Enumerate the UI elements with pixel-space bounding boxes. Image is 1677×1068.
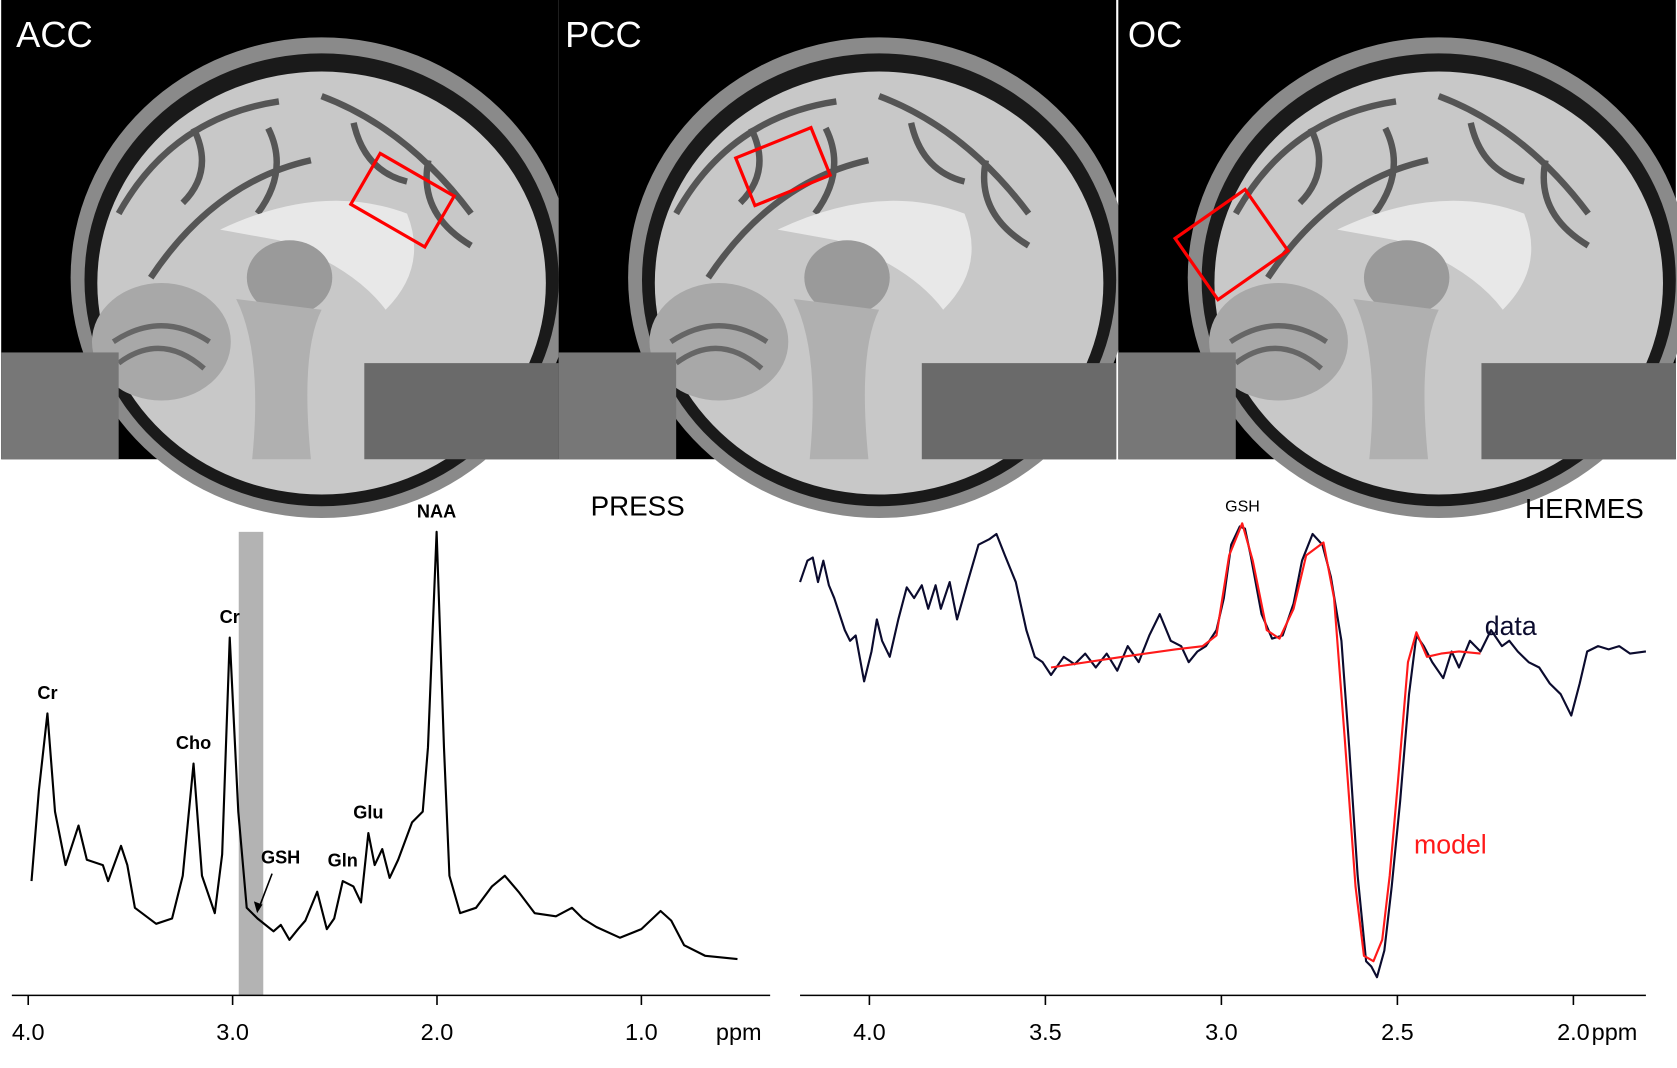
series-label: data (1485, 611, 1537, 641)
peak-label: Cr (220, 607, 240, 627)
x-tick-label: 2.0 (1557, 1019, 1590, 1045)
x-tick-label: 3.5 (1029, 1019, 1062, 1045)
x-tick-label: 4.0 (853, 1019, 886, 1045)
panel-label: OC (1128, 14, 1182, 55)
chart-title: HERMES (1525, 493, 1644, 524)
peak-label: Gln (328, 851, 358, 871)
x-axis-label: ppm (1592, 1019, 1638, 1045)
roi-box (733, 125, 833, 208)
brain-image (1118, 0, 1677, 518)
brain-image (1, 0, 572, 518)
panel-label: ACC (16, 14, 93, 55)
spectrum-line (1050, 522, 1481, 963)
peak-label: NAA (417, 501, 456, 521)
highlight-band (238, 531, 264, 996)
x-axis-label: ppm (716, 1019, 762, 1045)
x-tick-label: 4.0 (12, 1019, 45, 1045)
peak-label: GSH (1225, 499, 1260, 516)
roi-box (1172, 187, 1291, 302)
peak-label: Cho (176, 733, 211, 753)
arrow-head (253, 901, 263, 914)
peak-label: Cr (37, 683, 57, 703)
series-label: model (1414, 829, 1487, 859)
chart-title: PRESS (591, 491, 685, 522)
x-tick-label: 2.5 (1381, 1019, 1414, 1045)
peak-label: Glu (353, 803, 383, 823)
roi-box (348, 151, 457, 250)
x-tick-label: 1.0 (625, 1019, 658, 1045)
spectrum-line (30, 530, 738, 961)
x-tick-label: 3.0 (216, 1019, 249, 1045)
spectrum-line (799, 525, 1647, 979)
peak-label: GSH (261, 847, 300, 867)
brain-image (559, 0, 1130, 518)
panel-label: PCC (565, 14, 642, 55)
x-tick-label: 2.0 (421, 1019, 454, 1045)
x-tick-label: 3.0 (1205, 1019, 1238, 1045)
